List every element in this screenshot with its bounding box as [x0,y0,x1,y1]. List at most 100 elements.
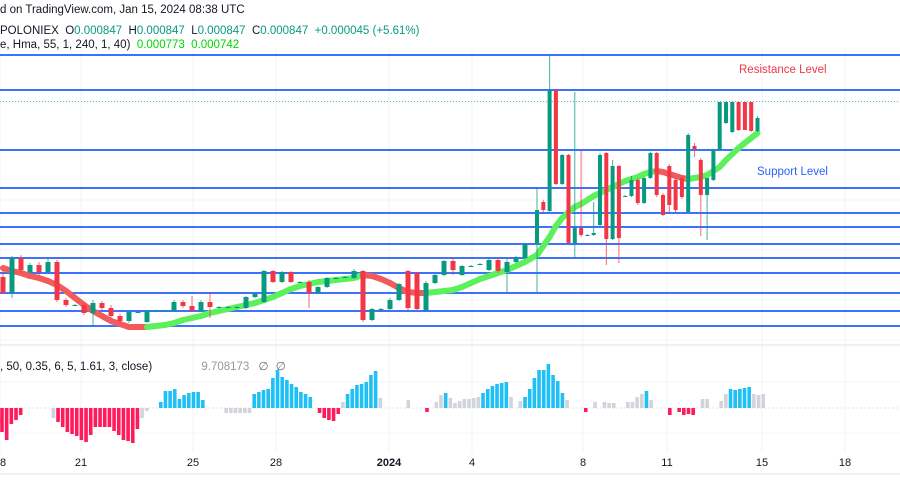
candle [623,195,628,197]
histogram-bar [350,389,355,408]
candle [333,277,339,279]
candle [90,300,96,325]
candle [261,270,267,303]
candle [27,263,33,274]
support-resistance-lines[interactable] [0,54,900,327]
histogram-bar [523,397,527,408]
histogram-bar [602,402,607,408]
candle-body [604,153,609,239]
histogram-bar [14,408,18,420]
candle-body [535,210,539,244]
histogram-bar [691,408,695,415]
candle-body [648,153,653,178]
low-label: L [191,25,198,37]
histogram-bar [728,389,733,408]
histogram-bar [761,394,766,408]
histogram-bar [303,394,308,408]
histogram-bar [93,408,98,427]
grid-lines [0,48,900,452]
candle [72,304,78,306]
histogram-bar [177,399,182,408]
histogram-bar [201,400,205,408]
histogram-bar [752,394,756,408]
candle-body [616,166,621,238]
candle [459,265,465,276]
x-tick-label: 2024 [377,457,402,469]
candle [423,281,429,312]
published-caption: d on TradingView.com, Jan 15, 2024 08:38… [0,4,245,16]
candle-body [730,102,735,132]
candle-body [414,273,420,309]
candle [225,306,231,308]
histogram-bar [345,394,350,408]
candle [99,301,105,310]
candle [54,260,60,302]
candle [667,164,672,212]
candle [360,270,366,322]
histogram-bar [18,408,23,415]
histogram-bar [229,408,233,413]
candle-body [441,261,447,275]
histogram-bar [434,402,439,408]
histogram-bar [738,389,742,408]
candle-body [198,302,204,311]
histogram-bar [355,385,359,408]
histogram-bar [537,370,541,408]
histogram-bar [485,389,490,408]
candle-body [547,90,552,211]
oscillator-legend[interactable]: , 50, 0.35, 6, 5, 1.61, 3, close) 9.7081… [0,359,286,373]
histogram-bar [639,394,644,408]
candle-body [423,283,429,310]
histogram-bar [682,408,686,415]
histogram-bar [285,380,289,408]
histogram-bar [532,378,537,408]
histogram-bar [107,408,112,427]
candle-body [369,309,375,320]
candle-body [378,309,384,310]
candle-body [635,180,640,203]
hma-line [0,130,761,330]
histogram-bar [70,408,74,434]
hma-legend[interactable]: e, Hma, 55, 1, 240, 1, 40) 0.000773 0.00… [0,39,239,51]
candle-body [387,300,393,309]
candle [243,296,249,309]
candle [717,102,722,151]
candle [324,277,330,288]
date-axis[interactable]: 18 21 25 28 2024 4 8 11 15 18 [0,457,900,475]
candle-body [216,307,222,308]
candle-body [450,261,456,270]
candle [369,308,375,321]
low-value: 0.000847 [197,25,246,37]
histogram-bar [607,403,611,408]
histogram-bar [4,408,9,440]
candle-body [108,308,114,316]
candlestick-series [0,55,760,325]
x-tick-label: 8 [580,457,586,469]
candle [9,256,15,298]
candle-body [642,178,647,203]
histogram-bar [560,393,565,408]
histogram-bar [102,408,107,427]
histogram-bar [630,402,635,408]
histogram-bar [443,393,448,408]
candle [755,116,760,132]
candle [522,243,528,259]
candle [711,149,716,181]
candle-body [673,180,678,210]
candle-body [736,102,741,130]
histogram-bar [359,384,364,408]
candle-body [623,196,628,197]
histogram-bar [481,393,485,408]
candle-body [324,278,330,287]
histogram-bar [448,398,453,408]
candle-body [90,303,96,313]
candle [673,178,678,212]
candle [270,270,276,283]
candle [315,286,321,294]
candle-body [692,146,697,149]
candle [477,263,483,265]
histogram-bar [172,389,177,408]
candle [252,293,258,298]
histogram-bar [509,397,513,408]
